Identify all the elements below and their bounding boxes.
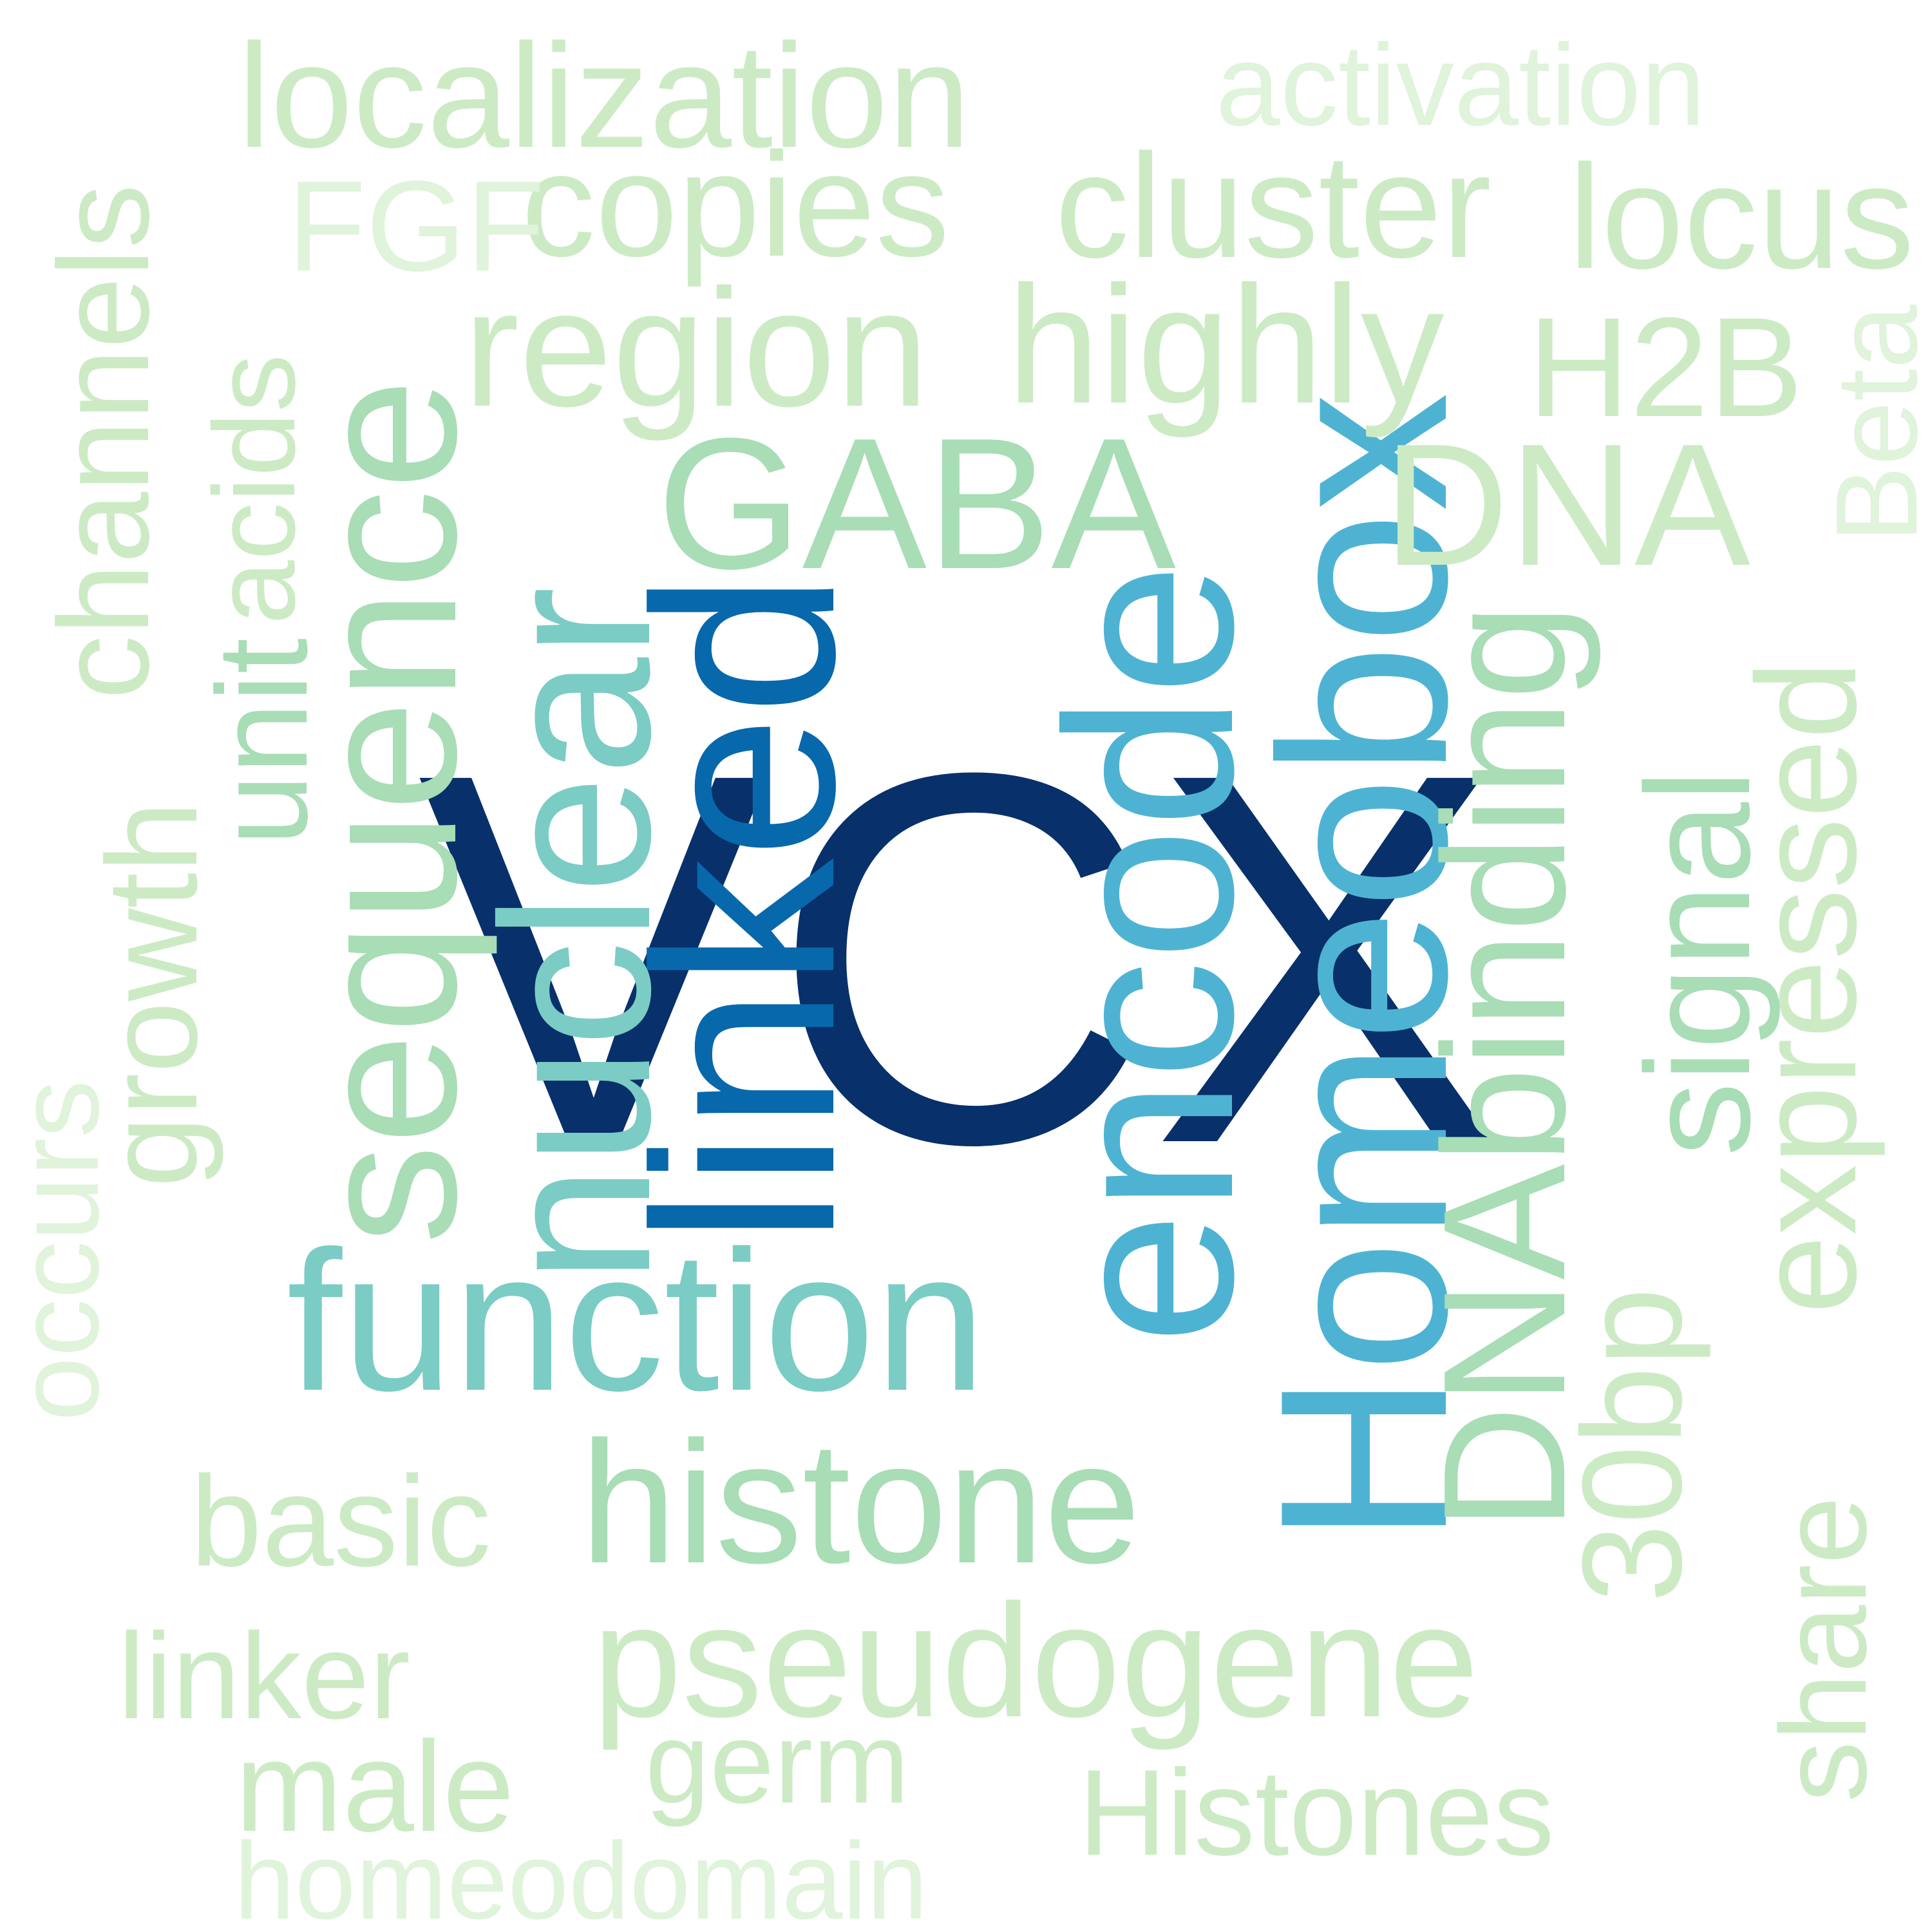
word-male: male bbox=[235, 1715, 515, 1859]
word-occurs: occurs bbox=[0, 1079, 123, 1422]
word-unit: unit bbox=[191, 638, 334, 846]
word-vcx: VCX bbox=[417, 663, 1504, 1253]
word-acids: acids bbox=[190, 354, 319, 625]
word-channels: channels bbox=[32, 184, 176, 700]
word-copies: copies bbox=[521, 122, 950, 287]
word-linker: linker bbox=[117, 1608, 411, 1745]
word-homeodomain: homeodomain bbox=[234, 1820, 928, 1932]
word-expressed: expressed bbox=[1727, 660, 1886, 1314]
word-cluster: cluster bbox=[1055, 123, 1492, 289]
word-germ: germ bbox=[645, 1698, 910, 1828]
word-dna: DNA bbox=[1383, 408, 1751, 602]
word-beta: Beta bbox=[1812, 304, 1932, 544]
word-localization: localization bbox=[238, 13, 971, 178]
word-highly: highly bbox=[1007, 252, 1444, 439]
word-activation: activation bbox=[1215, 21, 1706, 150]
word-h2b: H2B bbox=[1528, 288, 1803, 446]
word-locus: locus bbox=[1568, 134, 1915, 299]
word-region: region bbox=[463, 255, 929, 442]
word-basic: basic bbox=[190, 1450, 491, 1593]
word-gaba: GABA bbox=[657, 399, 1176, 608]
word-pseudogene: pseudogene bbox=[592, 1571, 1479, 1750]
word-histones: Histones bbox=[1078, 1745, 1555, 1881]
word-function: function bbox=[287, 1209, 986, 1432]
word-30bp: 30bp bbox=[1553, 1287, 1711, 1603]
word-nuclear: nuclear bbox=[457, 586, 694, 1284]
word-fgf: FGF bbox=[287, 155, 545, 298]
word-share: share bbox=[1756, 1496, 1892, 1803]
word-histone: histone bbox=[580, 1406, 1141, 1600]
